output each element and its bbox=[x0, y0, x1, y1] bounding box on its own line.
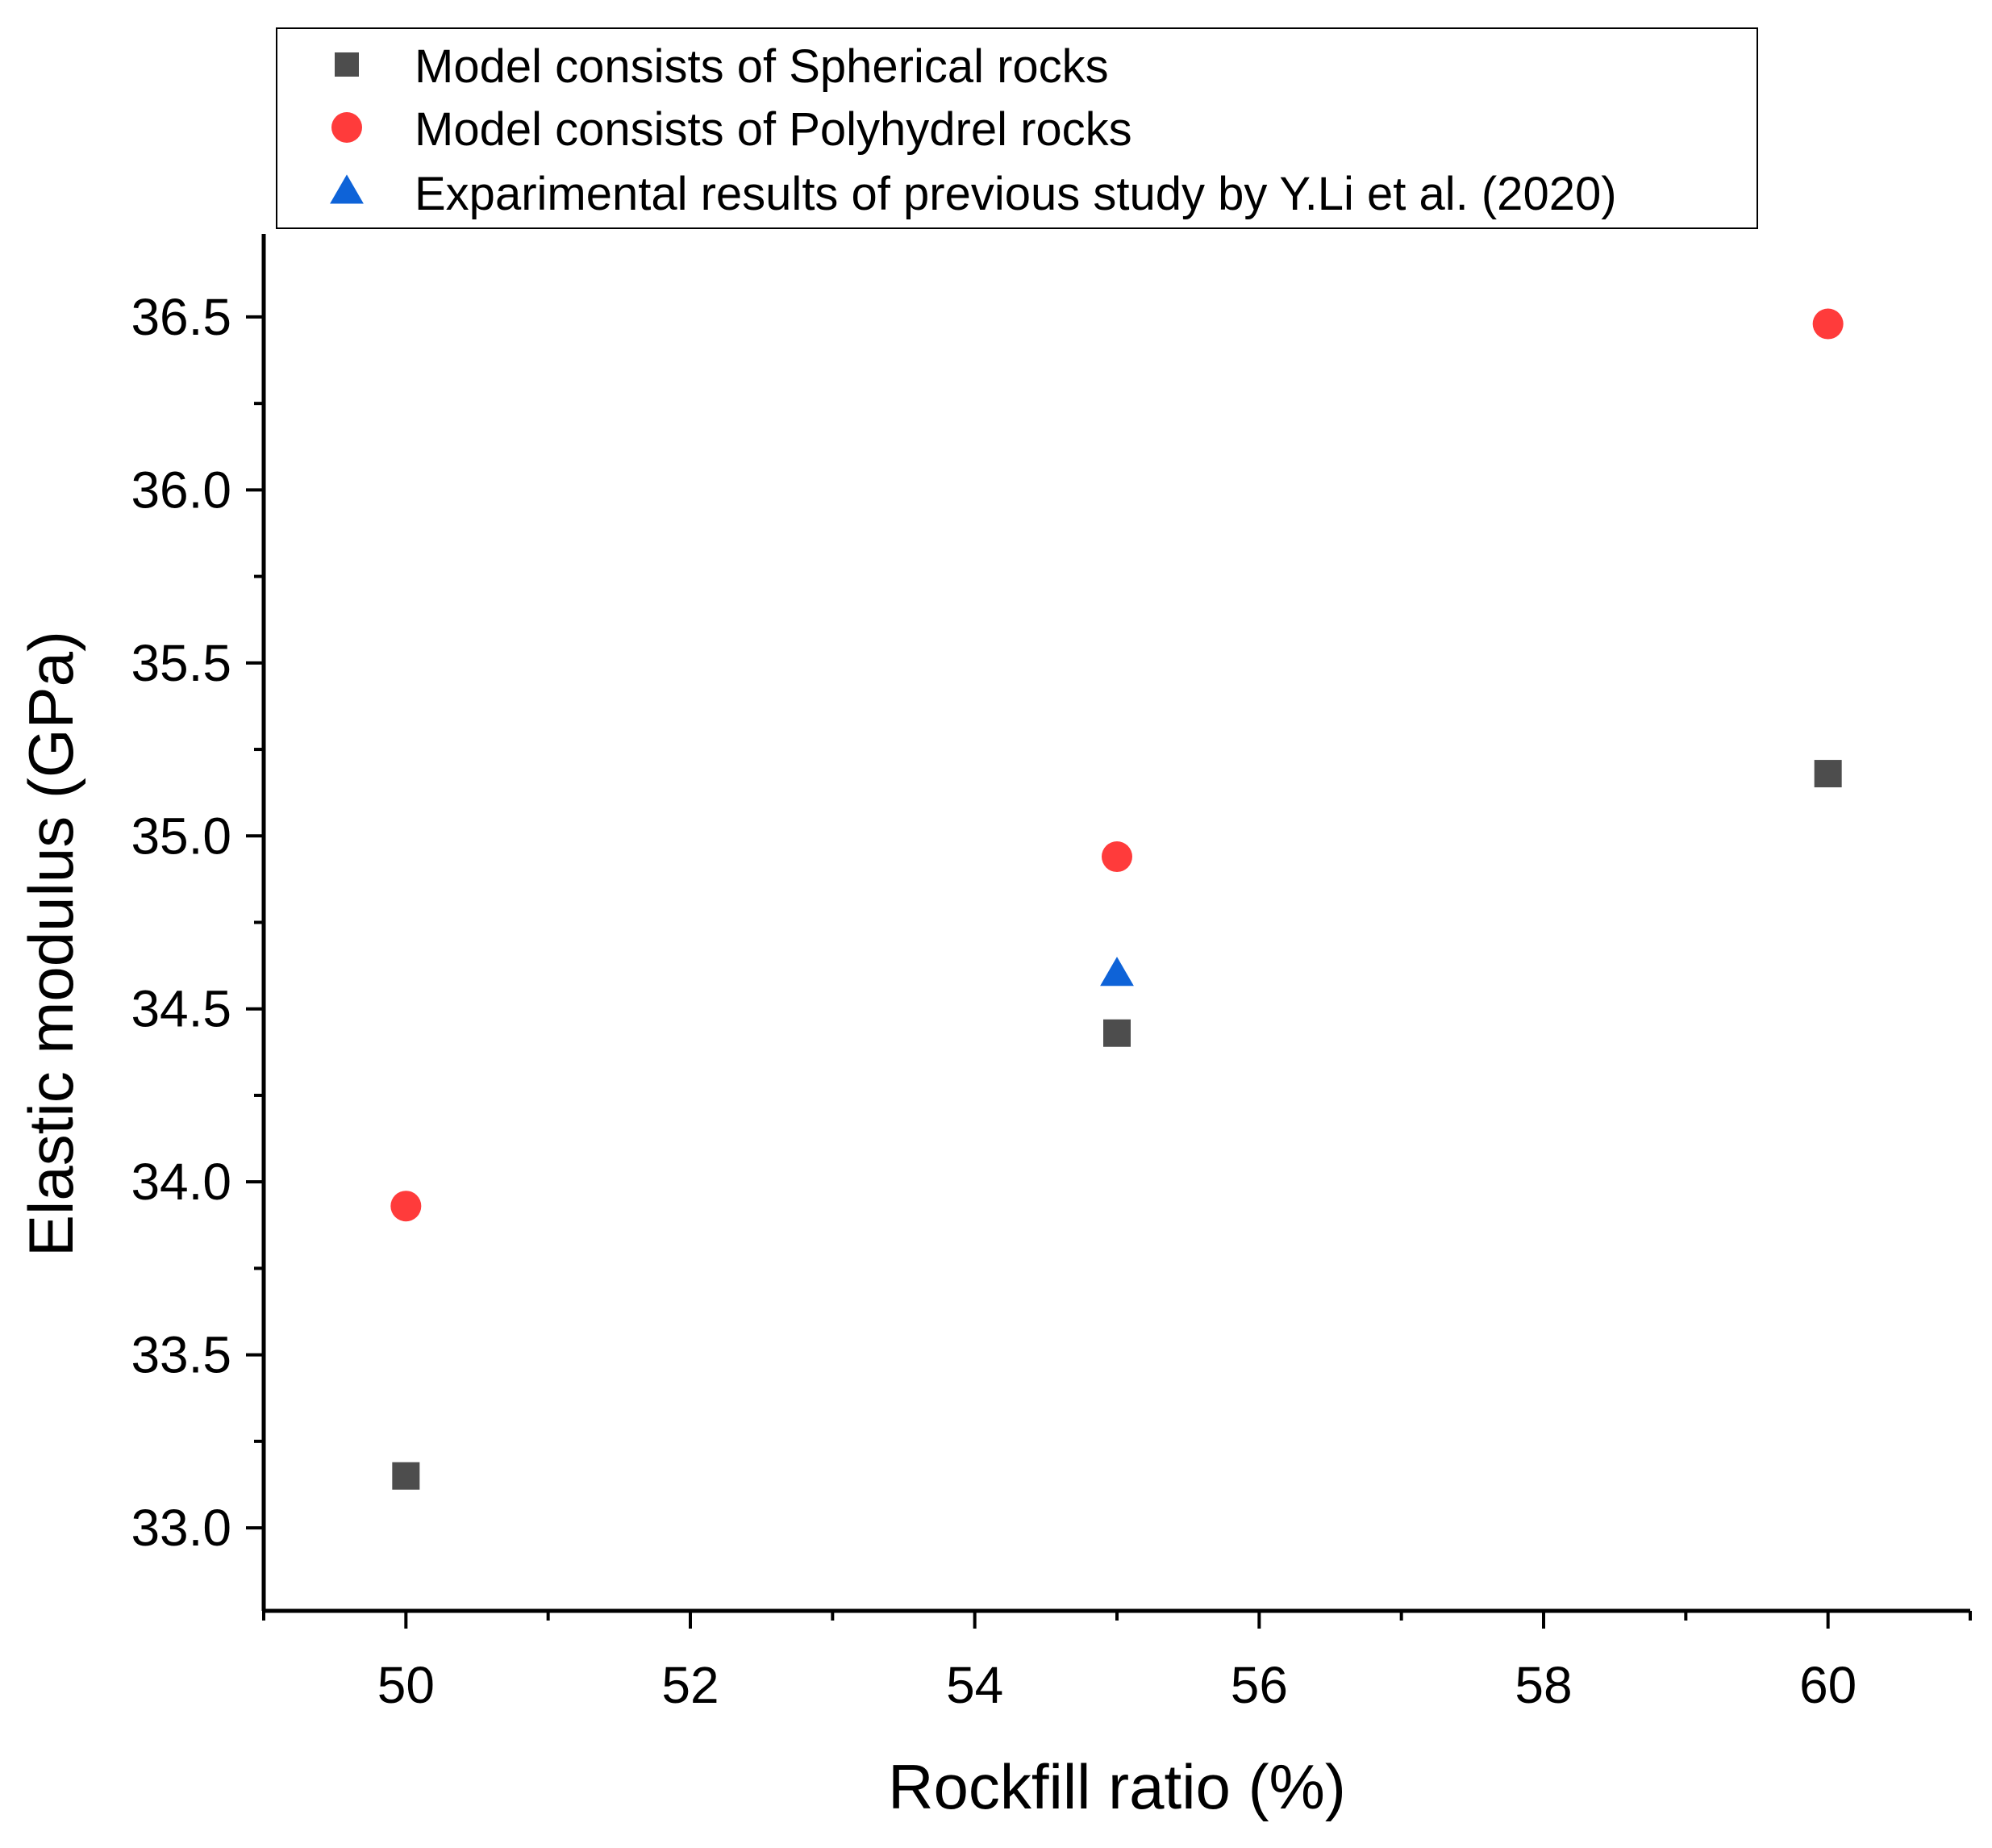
legend-label: Model consists of Polyhydrel rocks bbox=[415, 103, 1132, 156]
legend-label: Model consists of Spherical rocks bbox=[415, 40, 1109, 93]
legend-marker-square bbox=[335, 52, 359, 77]
y-tick-label: 36.5 bbox=[131, 288, 231, 346]
x-tick-label: 56 bbox=[1231, 1656, 1288, 1714]
y-tick-label: 33.5 bbox=[131, 1326, 231, 1384]
y-tick-label: 35.5 bbox=[131, 634, 231, 692]
legend: Model consists of Spherical rocks Model c… bbox=[276, 27, 1758, 229]
legend-box bbox=[276, 27, 1758, 229]
x-axis-title: Rockfill ratio (%) bbox=[888, 1751, 1346, 1822]
data-point-circle bbox=[1102, 841, 1132, 873]
y-tick-label: 33.0 bbox=[131, 1499, 231, 1557]
axes bbox=[261, 234, 1970, 1613]
data-point-square bbox=[1103, 1019, 1131, 1047]
legend-label: Exparimental results of previous study b… bbox=[415, 168, 1617, 220]
legend-marker-circle bbox=[331, 112, 362, 143]
y-tick-label: 34.0 bbox=[131, 1153, 231, 1211]
x-tick-label: 52 bbox=[661, 1656, 719, 1714]
ticks: 50 52 54 56 58 60 33.0 33.5 34.0 34.5 35.0 35.5 36.0… bbox=[131, 288, 1972, 1714]
x-tick-label: 50 bbox=[377, 1656, 435, 1714]
y-tick-label: 36.0 bbox=[131, 461, 231, 519]
x-tick-label: 60 bbox=[1799, 1656, 1857, 1714]
data-point-square bbox=[1814, 760, 1842, 788]
y-tick-label: 34.5 bbox=[131, 980, 231, 1038]
y-axis-title: Elastic modulus (GPa) bbox=[15, 631, 86, 1257]
y-tick-label: 35.0 bbox=[131, 807, 231, 865]
x-tick-label: 54 bbox=[946, 1656, 1003, 1714]
data-point-circle bbox=[390, 1191, 422, 1222]
data-points bbox=[390, 308, 1844, 1490]
data-point-triangle bbox=[1100, 957, 1134, 987]
data-point-square bbox=[392, 1462, 420, 1490]
x-tick-label: 58 bbox=[1515, 1656, 1572, 1714]
data-point-circle bbox=[1812, 308, 1844, 340]
legend-marker-triangle bbox=[330, 174, 364, 204]
